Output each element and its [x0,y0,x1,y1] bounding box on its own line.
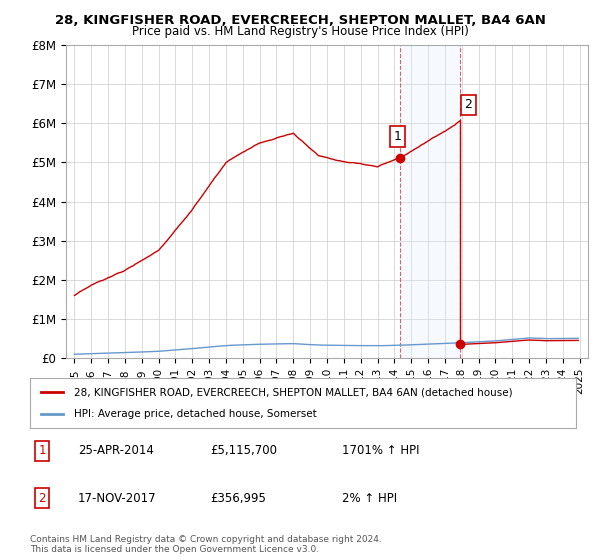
Text: Price paid vs. HM Land Registry's House Price Index (HPI): Price paid vs. HM Land Registry's House … [131,25,469,38]
Text: 1: 1 [393,130,401,143]
Text: Contains HM Land Registry data © Crown copyright and database right 2024.
This d: Contains HM Land Registry data © Crown c… [30,535,382,554]
Text: 1701% ↑ HPI: 1701% ↑ HPI [342,444,419,458]
Text: 25-APR-2014: 25-APR-2014 [78,444,154,458]
Text: 2: 2 [38,492,46,505]
Text: £5,115,700: £5,115,700 [210,444,277,458]
Bar [400,45,460,358]
Text: 2% ↑ HPI: 2% ↑ HPI [342,492,397,505]
Text: £356,995: £356,995 [210,492,266,505]
Text: 1: 1 [38,444,46,458]
Text: HPI: Average price, detached house, Somerset: HPI: Average price, detached house, Some… [74,409,316,419]
Text: 17-NOV-2017: 17-NOV-2017 [78,492,157,505]
Text: 28, KINGFISHER ROAD, EVERCREECH, SHEPTON MALLET, BA4 6AN: 28, KINGFISHER ROAD, EVERCREECH, SHEPTON… [55,14,545,27]
Text: 28, KINGFISHER ROAD, EVERCREECH, SHEPTON MALLET, BA4 6AN (detached house): 28, KINGFISHER ROAD, EVERCREECH, SHEPTON… [74,387,512,397]
Text: 2: 2 [464,99,472,111]
